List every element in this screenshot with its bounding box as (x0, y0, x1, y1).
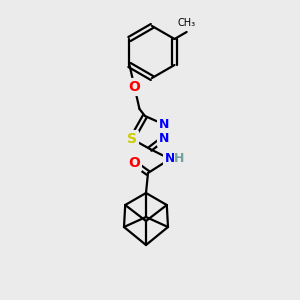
Text: H: H (174, 152, 184, 166)
Text: O: O (128, 80, 140, 94)
Text: N: N (159, 118, 169, 130)
Text: S: S (127, 132, 137, 146)
Text: O: O (128, 156, 140, 170)
Text: N: N (165, 152, 175, 166)
Text: CH₃: CH₃ (178, 18, 196, 28)
Text: N: N (159, 133, 169, 146)
